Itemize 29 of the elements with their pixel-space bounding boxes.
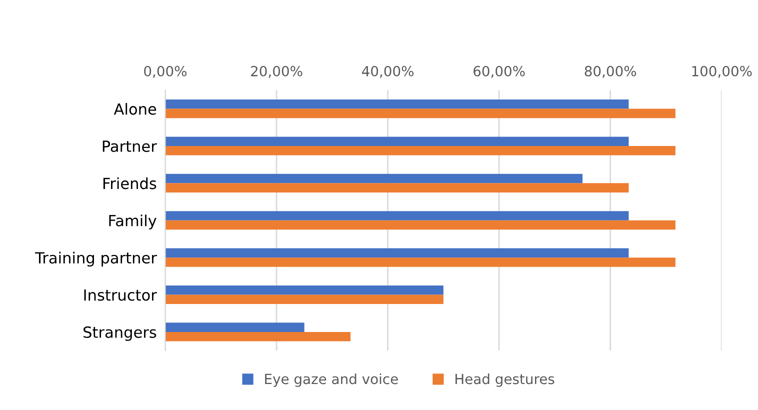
y-tick-label: Instructor	[84, 289, 157, 301]
x-tick-label: 0,00%	[144, 66, 187, 78]
bar	[165, 174, 583, 184]
bar	[165, 322, 304, 332]
bar	[165, 136, 629, 146]
x-tick-label: 40,00%	[362, 66, 414, 78]
legend-label: Eye gaze and voice	[265, 373, 398, 387]
bar	[165, 258, 676, 267]
bar	[165, 183, 629, 192]
x-tick-label: 100,00%	[692, 66, 752, 78]
bar	[165, 248, 629, 258]
bar	[165, 294, 444, 304]
bar	[165, 100, 629, 109]
bar	[165, 211, 629, 220]
x-tick-label: 60,00%	[474, 66, 525, 78]
y-tick-label: Partner	[102, 140, 157, 152]
y-tick-label: Alone	[114, 102, 156, 115]
x-tick-label: 80,00%	[584, 66, 636, 78]
y-tick-label: Friends	[103, 177, 156, 190]
bar	[165, 332, 351, 342]
bar	[165, 108, 676, 118]
y-tick-label: Strangers	[84, 326, 156, 341]
bar	[165, 285, 444, 295]
y-tick-label: Training partner	[35, 252, 157, 267]
legend-label: Head gestures	[456, 373, 554, 387]
bar	[165, 146, 676, 156]
y-tick-label: Family	[109, 214, 156, 230]
x-tick-label: 20,00%	[251, 66, 302, 78]
bar	[165, 220, 676, 230]
